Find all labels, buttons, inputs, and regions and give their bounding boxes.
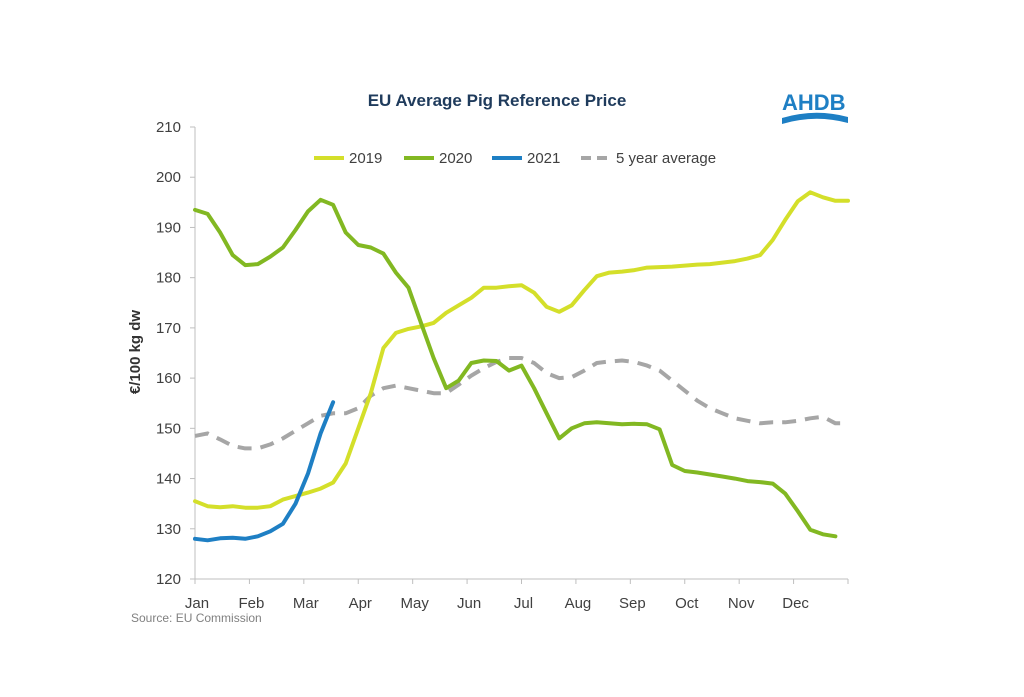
x-tick-label: Sep (619, 595, 646, 612)
series-line-2021 (193, 400, 336, 543)
y-tick-label: 120 (156, 571, 181, 588)
x-tick-label: Nov (728, 595, 755, 612)
series-line-5-year-average (194, 356, 848, 451)
legend-label-5-year-average: 5 year average (616, 150, 716, 167)
legend-label-2019: 2019 (349, 150, 382, 167)
chart-title: EU Average Pig Reference Price (368, 91, 627, 110)
x-tick-label: Dec (782, 595, 809, 612)
legend-label-2020: 2020 (439, 150, 472, 167)
y-tick-label: 130 (156, 521, 181, 538)
x-tick-label: Feb (238, 595, 264, 612)
y-tick-label: 150 (156, 420, 181, 437)
series-layer (193, 190, 850, 543)
series-line-2019 (193, 190, 850, 510)
y-tick-label: 160 (156, 370, 181, 387)
x-axis: Jan Feb Mar Apr May Jun Jul Aug Sep Oct Nov Dec (185, 578, 849, 612)
x-tick-label: Jan (185, 595, 209, 612)
x-tick-label: Mar (293, 595, 319, 612)
y-axis-label: €/100 kg dw (127, 310, 144, 395)
y-tick-label: 140 (156, 471, 181, 488)
legend-label-2021: 2021 (527, 150, 560, 167)
ahdb-logo: AHDB (782, 90, 848, 124)
x-tick-label: Jun (457, 595, 481, 612)
ahdb-logo-wave (782, 112, 848, 124)
ahdb-logo-text: AHDB (782, 90, 846, 115)
x-tick-label: Jul (514, 595, 533, 612)
x-tick-label: Apr (349, 595, 372, 612)
y-tick-label: 180 (156, 270, 181, 287)
legend: 2019 2020 2021 5 year average (314, 150, 716, 167)
series-line-2020 (193, 197, 838, 539)
x-tick-label: Oct (675, 595, 699, 612)
x-tick-label: Aug (565, 595, 592, 612)
y-axis: 120 130 140 150 160 170 180 190 200 210 (156, 119, 196, 588)
y-tick-label: 170 (156, 320, 181, 337)
y-tick-label: 190 (156, 219, 181, 236)
source-note: Source: EU Commission (131, 611, 262, 625)
x-tick-label: May (400, 595, 429, 612)
y-tick-label: 200 (156, 169, 181, 186)
y-tick-label: 210 (156, 119, 181, 136)
